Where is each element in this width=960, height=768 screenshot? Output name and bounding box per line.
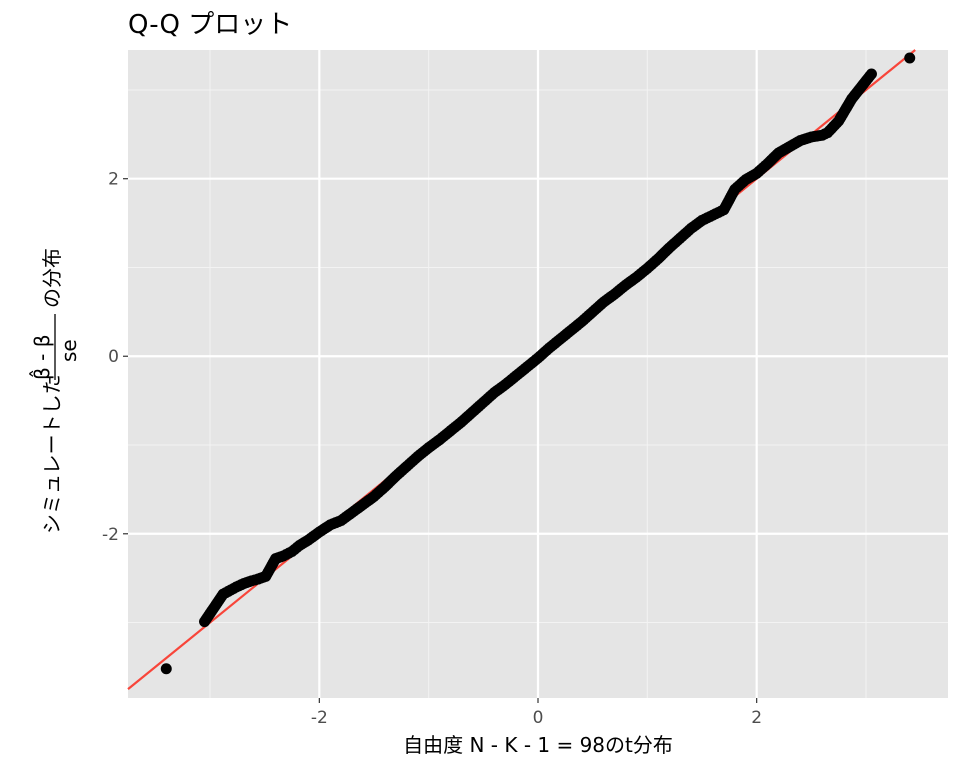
y-axis-ticks: -2 0 2 — [102, 170, 128, 545]
y-axis-title: シミュレートした β̂ - β se の分布 — [29, 248, 81, 534]
x-tick-label: 2 — [751, 708, 762, 728]
y-tick-label: 2 — [108, 170, 119, 190]
data-points — [160, 52, 916, 675]
chart-title: Q-Q プロット — [128, 10, 292, 40]
x-axis-ticks: -2 0 2 — [311, 698, 762, 728]
y-tick-label: -2 — [102, 525, 119, 545]
y-tick-label: 0 — [108, 347, 119, 367]
y-axis-title-numerator: β̂ - β — [29, 335, 54, 380]
data-point — [904, 52, 916, 64]
x-tick-label: 0 — [533, 708, 544, 728]
y-axis-title-suffix: の分布 — [40, 248, 64, 308]
y-axis-title-denominator: se — [57, 339, 81, 362]
grid-lines — [128, 50, 948, 698]
x-axis-title: 自由度 N - K - 1 = 98のt分布 — [403, 733, 673, 757]
y-axis-title-prefix: シミュレートした — [40, 374, 64, 534]
data-point — [865, 68, 877, 80]
data-point — [160, 663, 172, 675]
x-tick-label: -2 — [311, 708, 328, 728]
